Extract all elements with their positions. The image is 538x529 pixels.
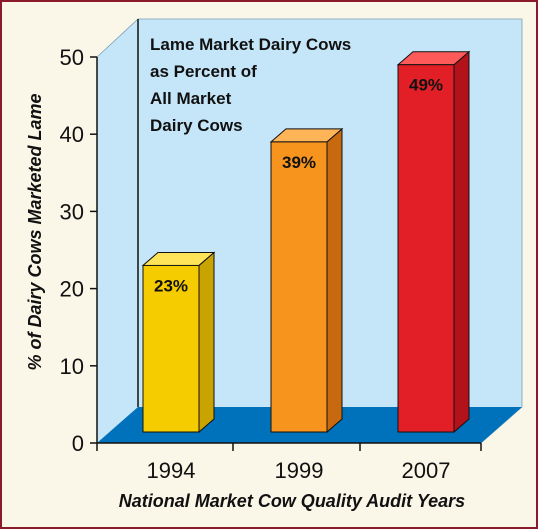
x-tick-label: 2007 (402, 458, 451, 483)
bar-front (142, 264, 200, 433)
bar-1999: 39% (269, 127, 344, 434)
x-tick-label: 1999 (275, 458, 324, 483)
y-tick-label: 10 (60, 354, 84, 379)
bar-data-label: 39% (282, 153, 316, 172)
bar-front (270, 141, 328, 433)
bar-data-label: 23% (154, 276, 188, 295)
x-tick-label: 1994 (147, 458, 196, 483)
y-tick-label: 20 (60, 277, 84, 302)
chart-annotation: Lame Market Dairy Cows as Percent of All… (150, 35, 356, 135)
y-tick-label: 40 (60, 122, 84, 147)
annotation-line-4: Dairy Cows (150, 116, 243, 135)
y-tick-label: 50 (60, 45, 84, 70)
annotation-line-2: as Percent of (150, 62, 257, 81)
bar-data-label: 49% (409, 76, 443, 95)
y-axis-title: % of Dairy Cows Marketed Lame (25, 93, 45, 370)
y-tick-label: 0 (72, 431, 84, 456)
bar-2007: 49% (396, 50, 471, 434)
bar-side (198, 251, 215, 434)
bar-1994: 23% (141, 251, 216, 434)
bar-side (453, 50, 470, 434)
bar-front (397, 64, 455, 433)
x-axis-title: National Market Cow Quality Audit Years (119, 491, 465, 511)
y-tick-label: 30 (60, 199, 84, 224)
bar-side (326, 127, 343, 434)
annotation-line-3: All Market (150, 89, 232, 108)
annotation-line-1: Lame Market Dairy Cows (150, 35, 351, 54)
